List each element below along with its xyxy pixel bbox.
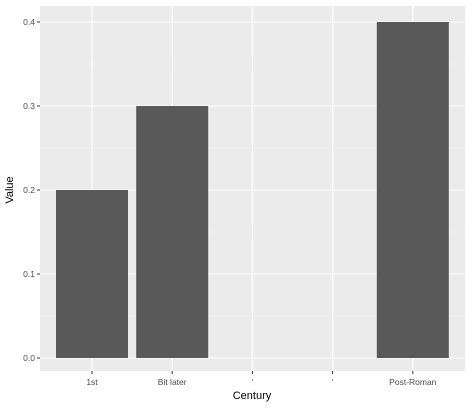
x-axis-title: Century [233,390,272,402]
y-axis-ticks: 0.0 0.1 0.2 0.3 0.4 [23,17,40,363]
y-tick-label: 0.1 [23,269,35,279]
bar [136,106,209,358]
y-tick-label: 0.0 [23,353,35,363]
y-axis-title: Value [4,176,16,203]
x-tick-label: ' [252,377,254,387]
y-tick-label: 0.2 [23,185,35,195]
y-tick-label: 0.3 [23,101,35,111]
x-tick-label: Post-Roman [389,377,437,387]
x-tick-label: Bit later [158,377,187,387]
bar [56,190,128,358]
x-tick-label: ' [332,377,334,387]
x-tick-label: 1st [86,377,98,387]
bars [56,22,449,358]
y-tick-label: 0.4 [23,17,35,27]
x-axis-ticks: 1st Bit later ' ' Post-Roman [86,371,437,387]
bar [376,22,449,358]
